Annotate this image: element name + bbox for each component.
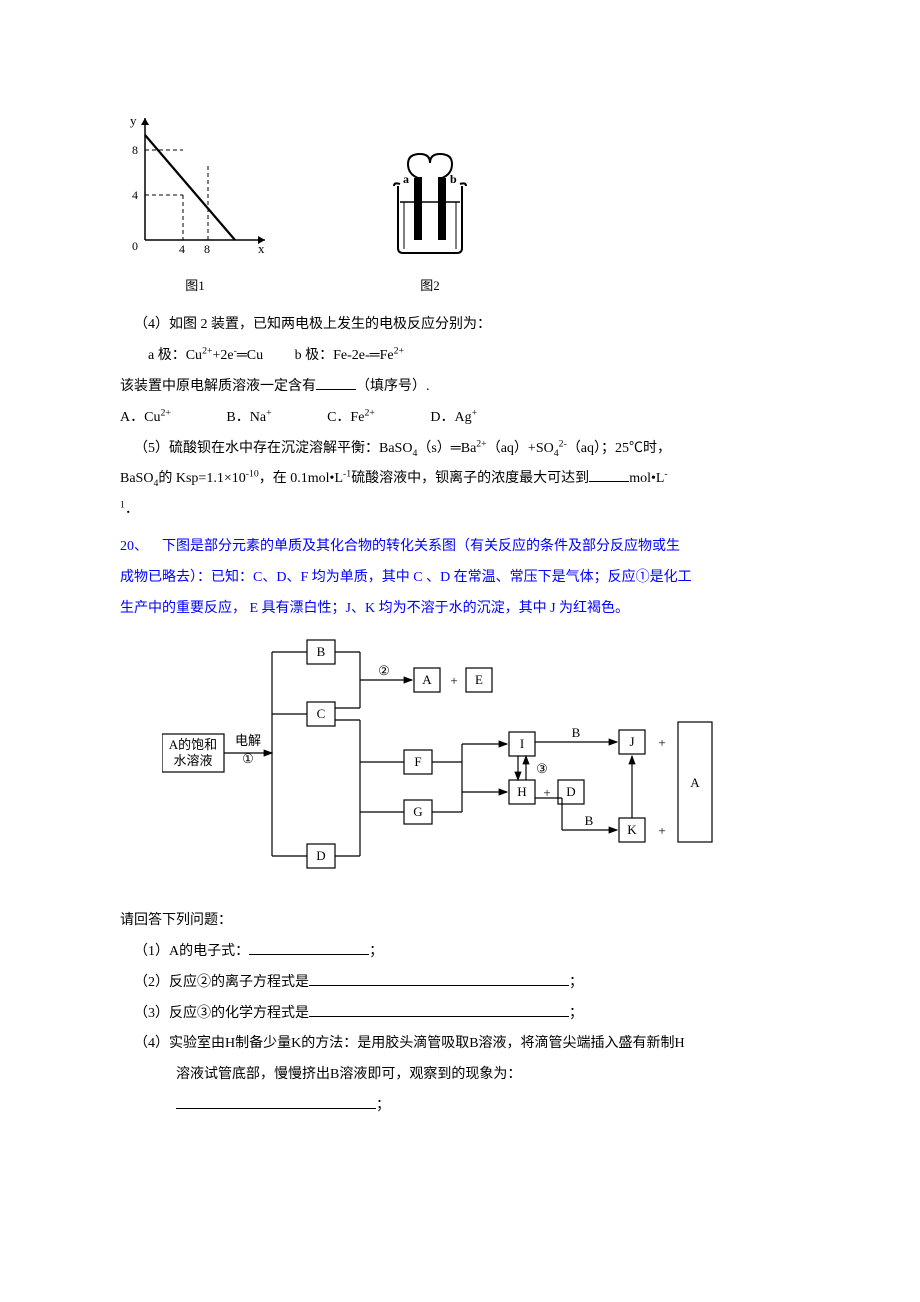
svg-text:8: 8: [204, 242, 210, 255]
q4-options: A．Cu2+ B．Na+ C．Fe2+ D．Ag+: [120, 403, 800, 434]
q20-number: 20、: [120, 539, 148, 554]
q4-ask-suffix: （填序号）.: [356, 379, 430, 394]
q5-line3: 1．: [120, 495, 800, 526]
q4-a-electrode: a 极：Cu2++2e-═Cu: [148, 348, 263, 363]
figure-row: y x 8 4 4 8 0 图1 a: [120, 110, 800, 300]
svg-text:电解: 电解: [235, 733, 261, 748]
svg-text:B: B: [317, 644, 326, 659]
graph-figure: y x 8 4 4 8 0: [120, 110, 270, 255]
svg-text:+: +: [658, 735, 665, 750]
sq4-line1: （4）实验室由H制备少量K的方法：是用胶头滴管吸取B溶液，将滴管尖端插入盛有新制…: [120, 1029, 800, 1060]
svg-text:C: C: [317, 706, 326, 721]
opt-a[interactable]: A．Cu2+: [120, 403, 171, 434]
answer-prompt: 请回答下列问题：: [120, 906, 800, 937]
q4-intro: （4）如图 2 装置，已知两电极上发生的电极反应分别为：: [120, 310, 800, 341]
svg-text:D: D: [316, 848, 325, 863]
svg-text:b: b: [450, 172, 457, 186]
sq1-suffix: ；: [369, 944, 383, 959]
svg-text:E: E: [475, 672, 483, 687]
svg-text:H: H: [517, 784, 526, 799]
svg-text:4: 4: [132, 188, 138, 202]
opt-b[interactable]: B．Na+: [226, 403, 271, 434]
q20-text-a: 下图是部分元素的单质及其化合物的转化关系图（有关反应的条件及部分反应物或生: [162, 539, 680, 554]
sq2-blank[interactable]: [309, 972, 569, 986]
svg-text:G: G: [413, 804, 422, 819]
svg-text:4: 4: [179, 242, 185, 255]
cell-figure: a b: [380, 150, 480, 255]
sq2-text: （2）反应②的离子方程式是: [134, 975, 309, 990]
sq3: （3）反应③的化学方程式是 ；: [120, 999, 800, 1030]
svg-text:+: +: [450, 673, 457, 688]
sq4-line2: 溶液试管底部，慢慢挤出B溶液即可，观察到的现象为：: [120, 1060, 800, 1091]
svg-text:水溶液: 水溶液: [173, 753, 212, 768]
q5-blank[interactable]: [589, 468, 629, 482]
q4-ask: 该装置中原电解质溶液一定含有 （填序号）.: [120, 372, 800, 403]
svg-text:B: B: [572, 725, 581, 740]
svg-text:A: A: [690, 775, 700, 790]
svg-text:A: A: [422, 672, 432, 687]
q20-line3: 生产中的重要反应， E 具有漂白性；J、K 均为不溶于水的沉淀，其中 J 为红褐…: [120, 594, 800, 625]
figure-2-label: 图2: [380, 272, 480, 301]
sq4-blank[interactable]: [176, 1095, 376, 1109]
sq4-line3: ；: [120, 1091, 800, 1122]
svg-text:y: y: [130, 113, 137, 128]
sq2-suffix: ；: [569, 975, 583, 990]
flow-diagram: .bx { fill:#fff; stroke:#000; stroke-wid…: [162, 634, 800, 892]
svg-text:+: +: [658, 823, 665, 838]
q5-line1: （5）硫酸钡在水中存在沉淀溶解平衡：BaSO4（s）═Ba2+（aq）+SO42…: [120, 434, 800, 465]
q4-blank[interactable]: [316, 376, 356, 390]
sq1-text: （1）A的电子式：: [134, 944, 249, 959]
svg-text:a: a: [403, 172, 409, 186]
svg-text:8: 8: [132, 143, 138, 157]
q4-electrodes: a 极：Cu2++2e-═Cu b 极：Fe-2e-═Fe2+: [120, 341, 800, 372]
svg-text:③: ③: [536, 761, 548, 776]
svg-text:A的饱和: A的饱和: [169, 737, 217, 752]
svg-text:D: D: [566, 784, 575, 799]
q4-ask-text: 该装置中原电解质溶液一定含有: [120, 379, 316, 394]
figure-2-wrap: a b 图2: [380, 150, 480, 300]
figure-1-label: 图1: [120, 272, 270, 301]
q20-line1: 20、 下图是部分元素的单质及其化合物的转化关系图（有关反应的条件及部分反应物或…: [120, 532, 800, 563]
figure-1-wrap: y x 8 4 4 8 0 图1: [120, 110, 270, 300]
sq3-suffix: ；: [569, 1006, 583, 1021]
svg-text:②: ②: [378, 663, 390, 678]
sq1: （1）A的电子式： ；: [120, 937, 800, 968]
opt-d[interactable]: D．Ag+: [430, 403, 477, 434]
svg-text:J: J: [629, 734, 634, 749]
svg-text:K: K: [627, 822, 637, 837]
svg-text:x: x: [258, 241, 265, 255]
q20-line2: 成物已略去）：已知：C、D、F 均为单质，其中 C 、D 在常温、常压下是气体；…: [120, 563, 800, 594]
opt-c[interactable]: C．Fe2+: [327, 403, 375, 434]
sq4-suffix: ；: [376, 1098, 390, 1113]
sq2: （2）反应②的离子方程式是 ；: [120, 968, 800, 999]
svg-text:0: 0: [132, 239, 138, 253]
q5-line2: BaSO4的 Ksp=1.1×10-10，在 0.1mol•L-1硫酸溶液中，钡…: [120, 464, 800, 495]
svg-text:B: B: [585, 813, 594, 828]
q20: 20、 下图是部分元素的单质及其化合物的转化关系图（有关反应的条件及部分反应物或…: [120, 532, 800, 624]
q4-b-electrode: b 极：Fe-2e-═Fe2+: [295, 348, 404, 363]
sq3-text: （3）反应③的化学方程式是: [134, 1006, 309, 1021]
sq3-blank[interactable]: [309, 1003, 569, 1017]
svg-text:I: I: [520, 736, 524, 751]
sq1-blank[interactable]: [249, 941, 369, 955]
svg-text:F: F: [414, 754, 421, 769]
